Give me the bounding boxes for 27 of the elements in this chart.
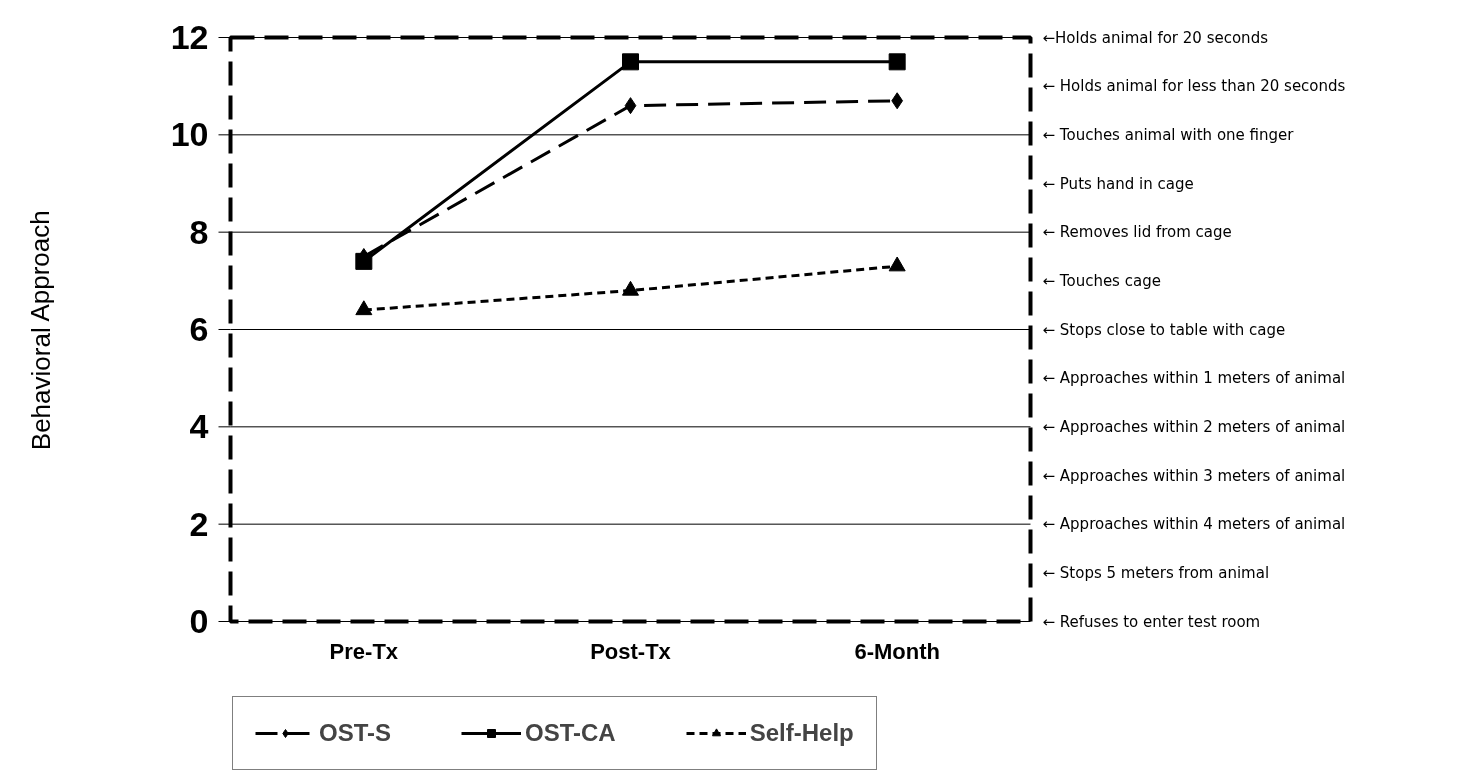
text: ← Stops 5 meters from animal <box>1042 563 1270 582</box>
y-tick-label: 4 <box>189 407 209 446</box>
text: ← Approaches within 3 meters of animal <box>1042 466 1346 485</box>
text: ← Touches cage <box>1042 271 1161 290</box>
y-tick-label: 10 <box>170 115 209 154</box>
y-tick-label: 12 <box>170 18 209 56</box>
text: ← Puts hand in cage <box>1042 174 1194 193</box>
y-tick-label: 8 <box>189 212 209 251</box>
text: ← Touches animal with one finger <box>1042 125 1295 144</box>
text: ←Holds animal for 20 seconds <box>1042 28 1269 47</box>
x-tick-label: Pre-Tx <box>329 639 399 664</box>
legend-label: Self-Help <box>749 719 854 747</box>
x-tick-label: Post-Tx <box>590 639 672 664</box>
x-tick-label: 6-Month <box>854 639 940 664</box>
text: ← Refuses to enter test room <box>1042 612 1261 631</box>
legend-label: OST-CA <box>525 719 616 747</box>
y-axis-title: Behavioral Approach <box>25 210 56 451</box>
y-tick-label: 0 <box>189 602 209 640</box>
y-tick-label: 6 <box>189 310 209 348</box>
text: ← Approaches within 2 meters of animal <box>1042 417 1346 436</box>
text: ← Holds animal for less than 20 seconds <box>1042 77 1346 96</box>
text: ← Stops close to table with cage <box>1042 320 1286 339</box>
text: ← Approaches within 4 meters of animal <box>1042 515 1346 534</box>
legend-label: OST-S <box>319 719 392 747</box>
y-tick-label: 2 <box>189 504 209 543</box>
text: ← Removes lid from cage <box>1042 223 1232 242</box>
text: ← Approaches within 1 meters of animal <box>1042 369 1346 388</box>
